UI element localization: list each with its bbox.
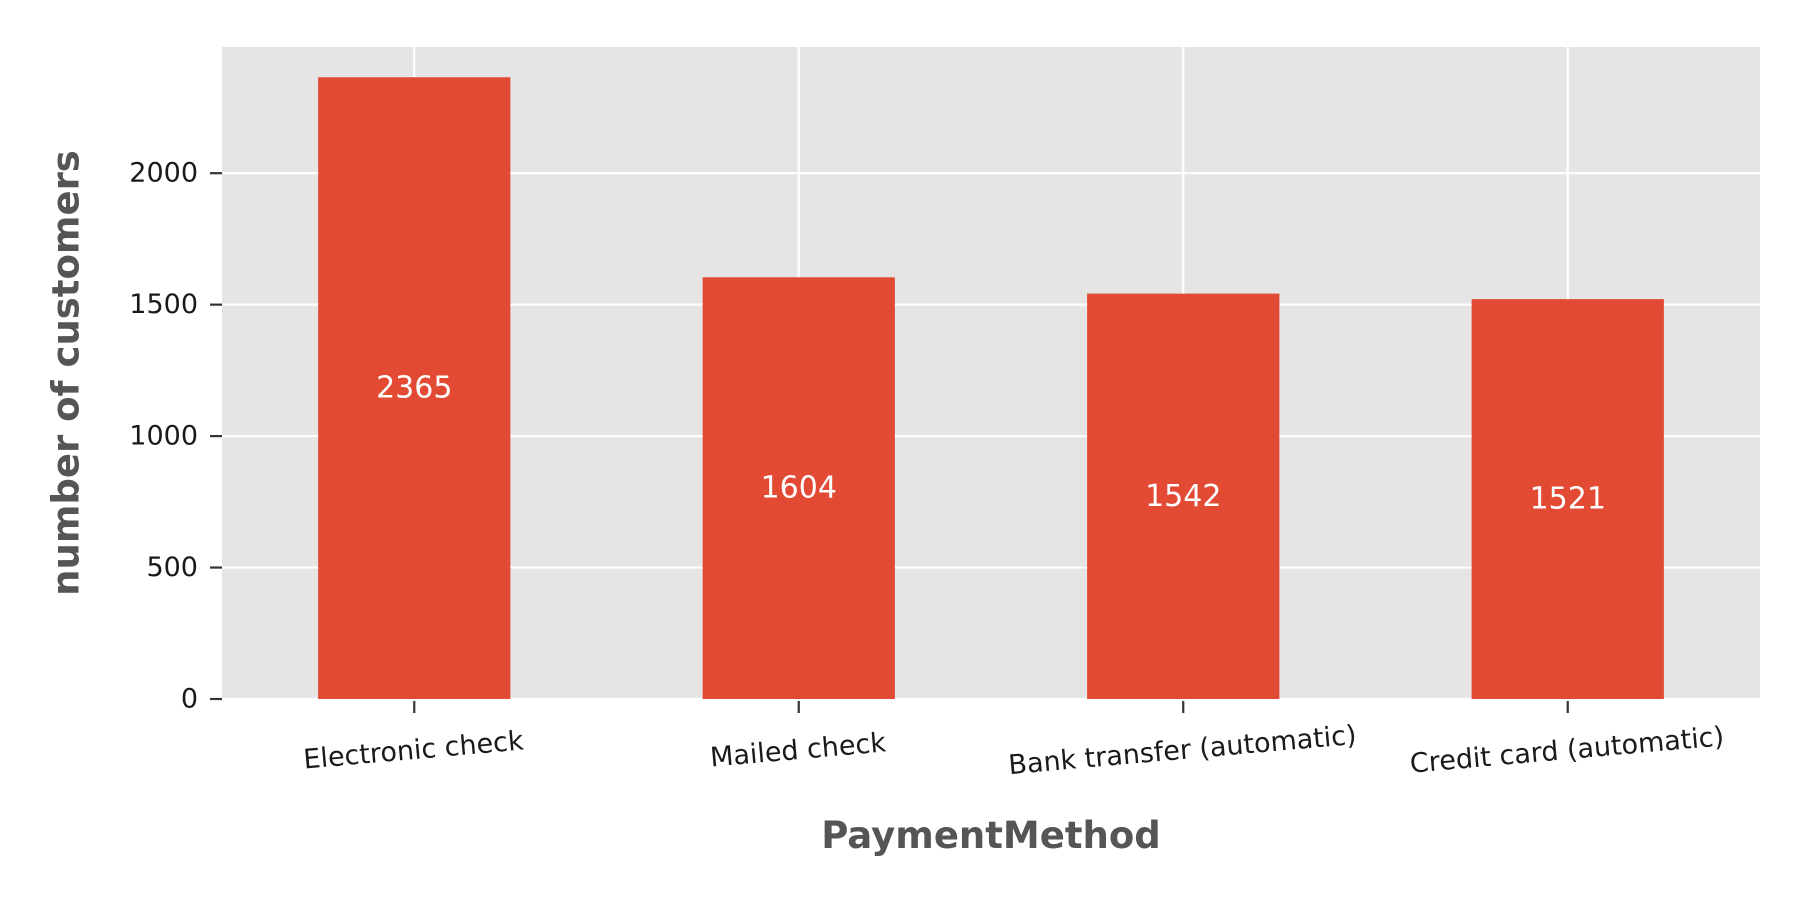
bars: 2365 1604 1542 1521 (318, 77, 1664, 699)
y-tick-label: 1000 (129, 421, 198, 452)
bar (1471, 299, 1664, 699)
bar-value-label: 2365 (376, 371, 452, 406)
bar (1087, 293, 1280, 699)
y-tick-label: 2000 (129, 158, 198, 189)
y-tick-label: 0 (181, 684, 198, 715)
bar-value-label: 1521 (1530, 482, 1606, 517)
bar (318, 77, 511, 699)
x-axis-title: PaymentMethod (821, 814, 1161, 857)
bar-value-label: 1542 (1145, 479, 1221, 514)
y-tick-label: 500 (146, 552, 198, 583)
bar-value-label: 1604 (761, 471, 837, 506)
bar (702, 277, 895, 699)
y-tick-label: 1500 (129, 289, 198, 320)
y-axis-title: number of customers (45, 150, 88, 596)
